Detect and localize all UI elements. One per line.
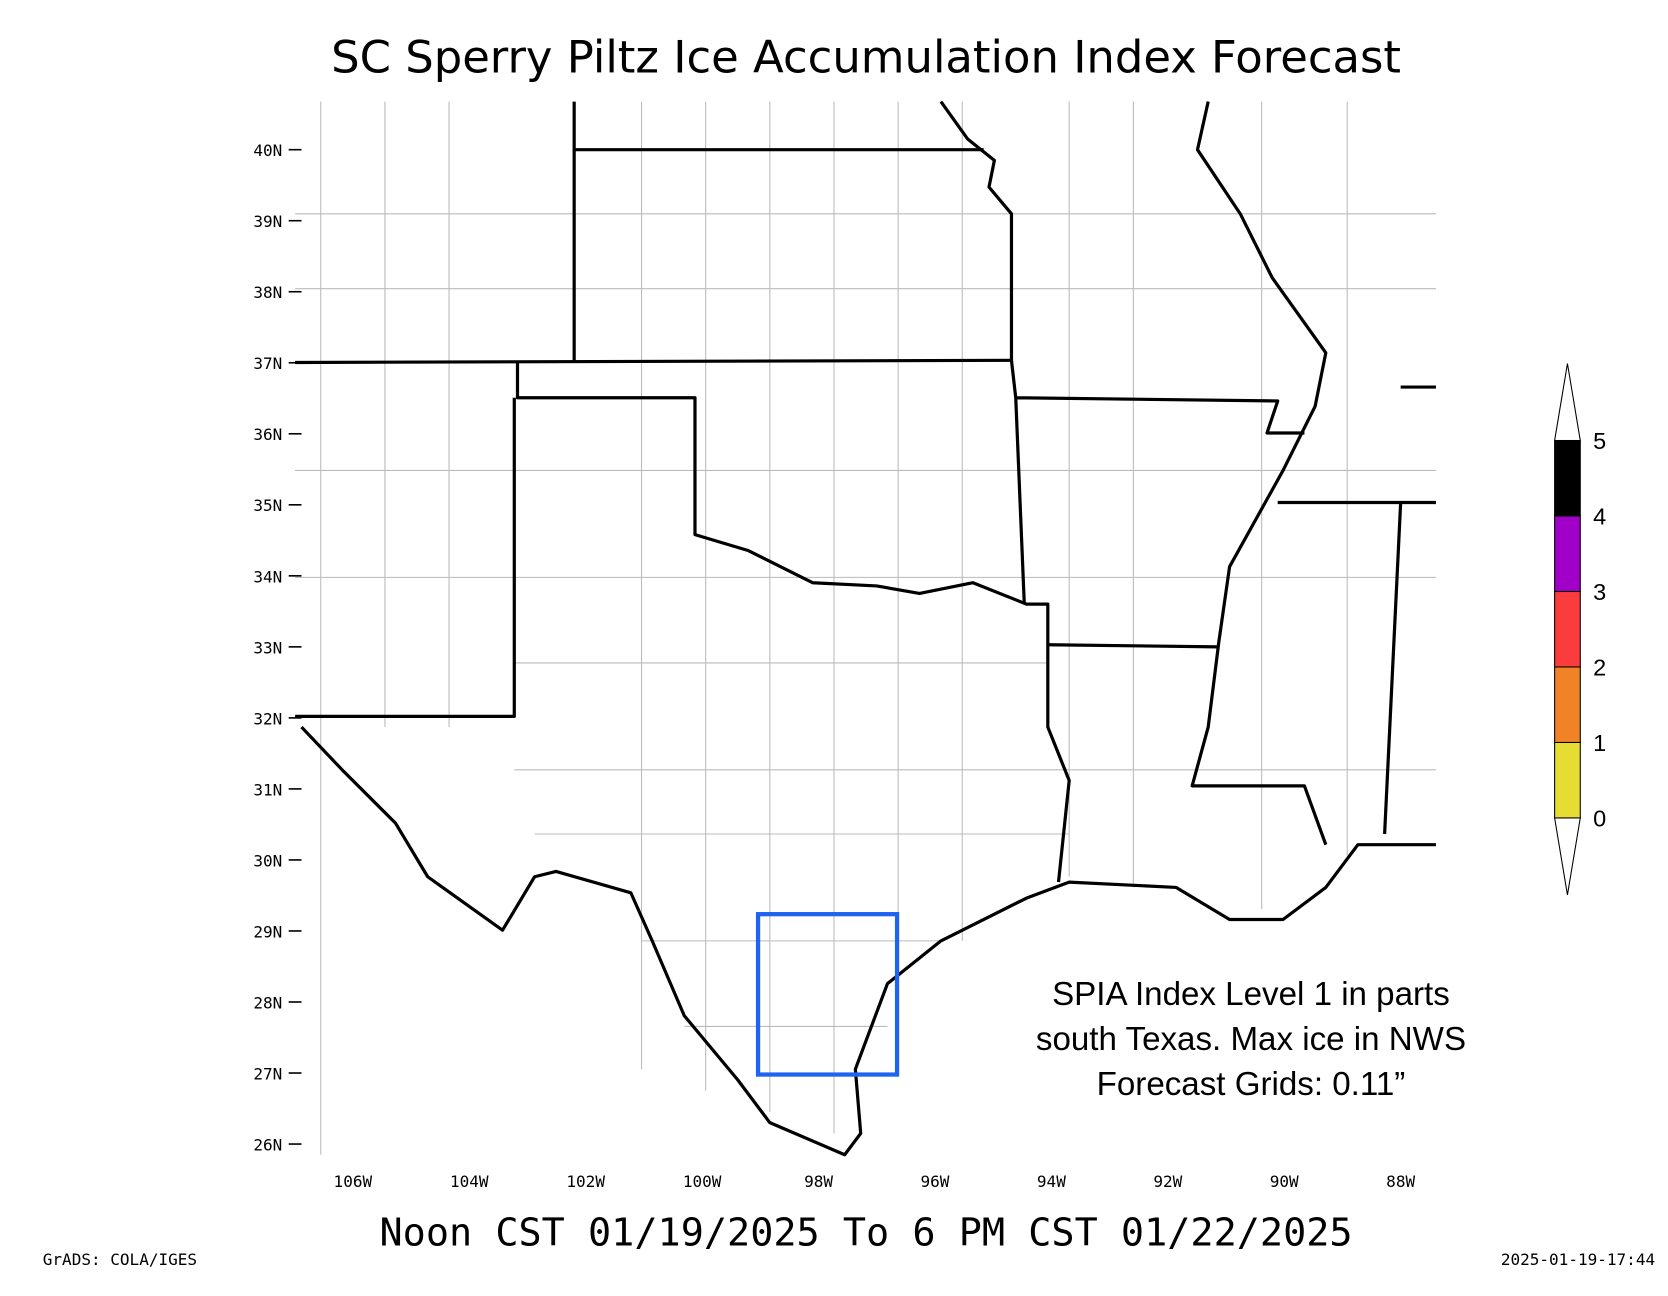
lat-label: 37N — [253, 354, 282, 373]
coastline — [300, 725, 1436, 1157]
border — [1190, 101, 1436, 846]
annotation-line: SPIA Index Level 1 in parts — [1052, 976, 1450, 1013]
annotation-line: south Texas. Max ice in NWS — [1036, 1021, 1466, 1058]
lat-label: 29N — [253, 922, 282, 941]
lat-label: 30N — [253, 851, 282, 870]
border — [515, 362, 1071, 883]
lat-label: 40N — [253, 141, 282, 160]
colorbar-segment — [1554, 741, 1581, 819]
map-title: SC Sperry Piltz Ice Accumulation Index F… — [331, 31, 1401, 84]
lon-label: 102W — [566, 1172, 605, 1191]
lon-label: 94W — [1037, 1172, 1066, 1191]
colorbar-label: 0 — [1593, 805, 1606, 831]
highlight-box — [755, 912, 900, 1077]
border — [295, 397, 516, 718]
colorbar-arrow — [1553, 363, 1581, 442]
border — [572, 101, 984, 363]
lon-label: 96W — [920, 1172, 949, 1191]
lat-label: 26N — [253, 1135, 282, 1154]
credit: GrADS: COLA/IGES — [43, 1250, 197, 1269]
colorbar-arrow — [1553, 817, 1581, 896]
map-frame — [295, 101, 1436, 1155]
lat-label: 33N — [253, 638, 282, 657]
colorbar-segment — [1554, 590, 1581, 668]
map-subtitle: Noon CST 01/19/2025 To 6 PM CST 01/22/20… — [379, 1211, 1352, 1256]
colorbar-segment — [1554, 439, 1581, 517]
border — [1009, 360, 1305, 649]
lat-label: 35N — [253, 496, 282, 515]
colorbar-label: 2 — [1593, 655, 1606, 681]
lat-label: 34N — [253, 567, 282, 586]
lat-label: 38N — [253, 283, 282, 302]
lon-label: 88W — [1386, 1172, 1415, 1191]
colorbar-label: 4 — [1593, 504, 1606, 530]
lon-label: 106W — [334, 1172, 373, 1191]
county-lines — [295, 101, 1436, 1155]
lat-label: 31N — [253, 780, 282, 799]
border — [295, 358, 1012, 365]
lon-label: 104W — [450, 1172, 489, 1191]
timestamp: 2025-01-19-17:44 — [1501, 1250, 1655, 1269]
lat-label: 32N — [253, 709, 282, 728]
colorbar-segment — [1554, 666, 1581, 743]
lat-label: 36N — [253, 425, 282, 444]
state-borders — [295, 100, 1436, 1157]
map-layer: SC Sperry Piltz Ice Accumulation Index F… — [43, 31, 1655, 1269]
lat-label: 27N — [253, 1064, 282, 1083]
border — [939, 100, 1014, 361]
lon-label: 98W — [804, 1172, 833, 1191]
colorbar-label: 5 — [1593, 428, 1606, 454]
colorbar-label: 1 — [1593, 730, 1606, 756]
lon-label: 92W — [1153, 1172, 1182, 1191]
annotation-line: Forecast Grids: 0.11” — [1097, 1066, 1406, 1103]
lon-label: 90W — [1270, 1172, 1299, 1191]
lat-label: 28N — [253, 993, 282, 1012]
lon-label: 100W — [683, 1172, 722, 1191]
lat-label: 39N — [253, 212, 282, 231]
colorbar-label: 3 — [1593, 579, 1606, 605]
colorbar-segment — [1554, 515, 1581, 593]
